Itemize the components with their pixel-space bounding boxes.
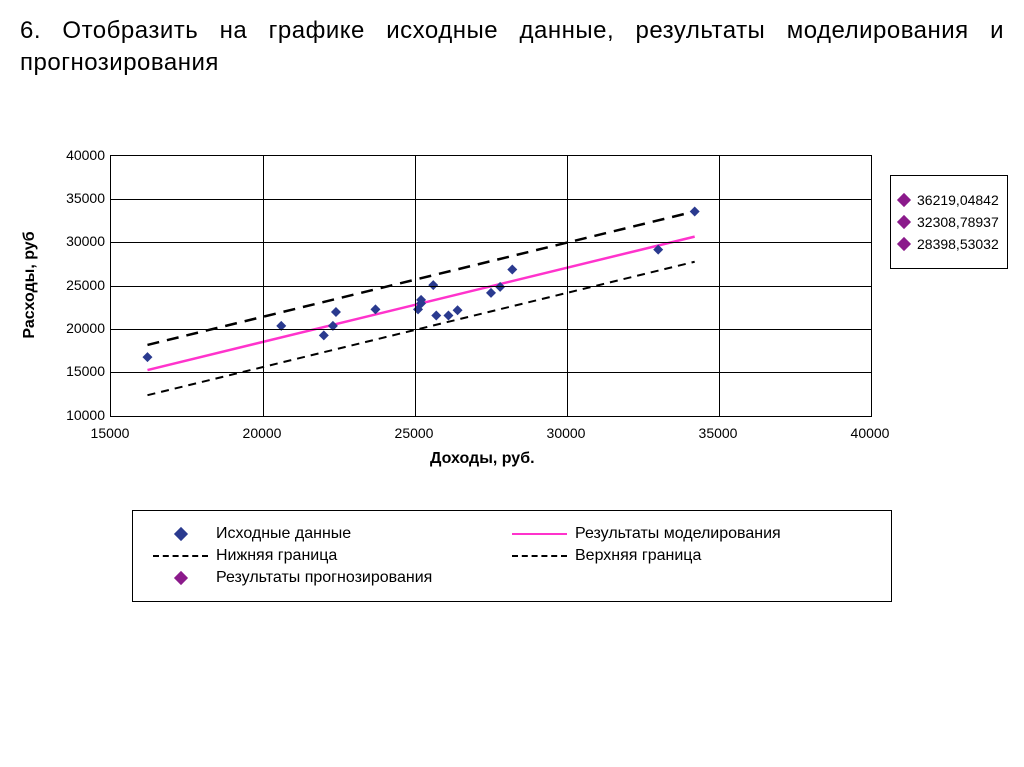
x-tick-label: 35000 [699, 425, 738, 441]
forecast-value: 28398,53032 [917, 236, 999, 252]
legend-item-scatter: Исходные данные [153, 525, 512, 543]
page: 6. Отобразить на графике исходные данные… [0, 0, 1024, 767]
diamond-icon [897, 215, 911, 229]
x-tick-label: 25000 [395, 425, 434, 441]
forecast-item: 28398,53032 [899, 236, 999, 252]
y-tick-label: 10000 [65, 407, 105, 423]
forecast-item: 32308,78937 [899, 214, 999, 230]
diamond-icon [897, 193, 911, 207]
legend-item-upper: Верхняя граница [512, 547, 871, 565]
legend-item-regression: Результаты моделирования [512, 525, 871, 543]
y-tick-label: 25000 [65, 277, 105, 293]
forecast-value: 36219,04842 [917, 192, 999, 208]
legend-label: Исходные данные [216, 525, 351, 543]
x-tick-label: 15000 [91, 425, 130, 441]
diamond-icon [173, 571, 187, 585]
y-tick-label: 35000 [65, 190, 105, 206]
legend-item-forecast: Результаты прогнозирования [153, 569, 512, 587]
y-tick-label: 30000 [65, 233, 105, 249]
y-axis-label: Расходы, руб [21, 231, 39, 338]
x-axis-label: Доходы, руб. [430, 450, 535, 468]
legend-label: Результаты моделирования [575, 525, 781, 543]
legend-label: Нижняя граница [216, 547, 337, 565]
dash-icon [512, 555, 567, 557]
diamond-icon [897, 237, 911, 251]
y-tick-label: 40000 [65, 147, 105, 163]
legend-label: Результаты прогнозирования [216, 569, 432, 587]
forecast-legend: 36219,04842 32308,78937 28398,53032 [890, 175, 1008, 269]
dash-icon [153, 555, 208, 557]
task-heading: 6. Отобразить на графике исходные данные… [20, 15, 1004, 80]
legend-item-lower: Нижняя граница [153, 547, 512, 565]
diamond-icon [173, 527, 187, 541]
y-tick-label: 20000 [65, 320, 105, 336]
x-tick-label: 30000 [547, 425, 586, 441]
forecast-value: 32308,78937 [917, 214, 999, 230]
line-icon [512, 533, 567, 535]
chart-container: Расходы, руб Доходы, руб. 10000 15000 2000… [20, 150, 1004, 500]
x-tick-label: 20000 [243, 425, 282, 441]
y-tick-label: 15000 [65, 363, 105, 379]
plot-area [110, 155, 872, 417]
legend-label: Верхняя граница [575, 547, 701, 565]
x-tick-label: 40000 [851, 425, 890, 441]
forecast-item: 36219,04842 [899, 192, 999, 208]
chart-legend: Исходные данные Результаты моделирования… [132, 510, 892, 602]
